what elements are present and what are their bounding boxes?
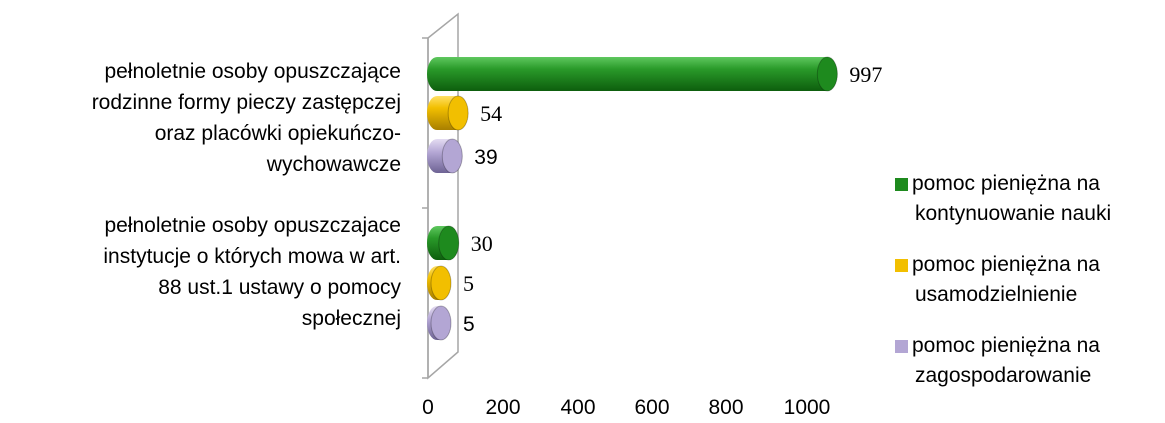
legend-label: pomoc pieniężna na usamodzielnienie [912,253,1100,306]
data-label: 30 [471,231,493,256]
bar [427,225,460,261]
bar-cap [816,56,838,92]
legend-item: pomoc pieniężna na usamodzielnienie [895,253,1100,306]
legend-item: pomoc pieniężna na kontynuowanie nauki [895,172,1111,225]
data-label: 39 [474,146,497,169]
x-tick-label: 600 [634,396,669,419]
data-label: 54 [480,101,502,126]
bars: 997 54 39 30 5 5 [427,56,882,341]
x-tick-label: 1000 [784,396,831,419]
x-tick-label: 800 [708,396,743,419]
bar-cap [441,138,463,174]
legend-item: pomoc pieniężna na zagospodarowanie [895,334,1100,387]
bar [427,56,838,92]
bar-body [427,57,838,91]
legend-swatch [895,259,908,272]
data-label: 997 [849,62,882,87]
x-tick-label: 0 [422,396,434,419]
category-label: pełnoletnie osoby opuszczające rodzinne f… [92,60,401,176]
bar [427,138,463,174]
bar [427,265,452,301]
category-labels: pełnoletnie osoby opuszczające rodzinne f… [92,60,402,330]
bar [427,305,452,341]
legend-label: pomoc pieniężna na zagospodarowanie [912,334,1100,387]
bar-cap [438,225,460,261]
bar-cap [447,95,469,131]
bar [427,95,469,131]
legend-swatch [895,178,908,191]
data-label: 5 [463,313,475,336]
data-label: 5 [463,271,474,296]
bar-cap [430,305,452,341]
legend-label: pomoc pieniężna na kontynuowanie nauki [912,172,1111,225]
legend: pomoc pieniężna na kontynuowanie nauki pom… [895,172,1111,387]
x-tick-label: 200 [485,396,520,419]
x-tick-label: 400 [560,396,595,419]
legend-swatch [895,340,908,353]
bar-cap [430,265,452,301]
x-axis-ticks: 0 200 400 600 800 1000 [422,396,830,419]
category-label: pełnoletnie osoby opuszczajace instytucje… [103,214,401,330]
